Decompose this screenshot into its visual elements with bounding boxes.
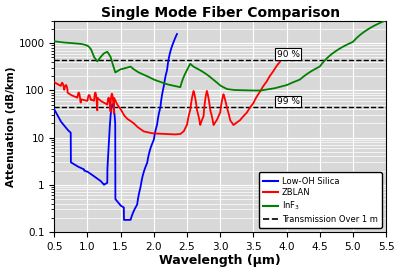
X-axis label: Wavelength (μm): Wavelength (μm)	[159, 254, 281, 268]
Text: LABS: LABS	[341, 214, 364, 223]
Legend: Low-OH Silica, ZBLAN, InF$_3$, Transmission Over 1 m: Low-OH Silica, ZBLAN, InF$_3$, Transmiss…	[258, 173, 382, 228]
Text: 90 %: 90 %	[276, 50, 300, 59]
Y-axis label: Attenuation (dB/km): Attenuation (dB/km)	[6, 66, 16, 186]
Title: Single Mode Fiber Comparison: Single Mode Fiber Comparison	[100, 5, 340, 20]
Text: 99 %: 99 %	[276, 97, 300, 106]
Text: THOR: THOR	[316, 214, 340, 223]
